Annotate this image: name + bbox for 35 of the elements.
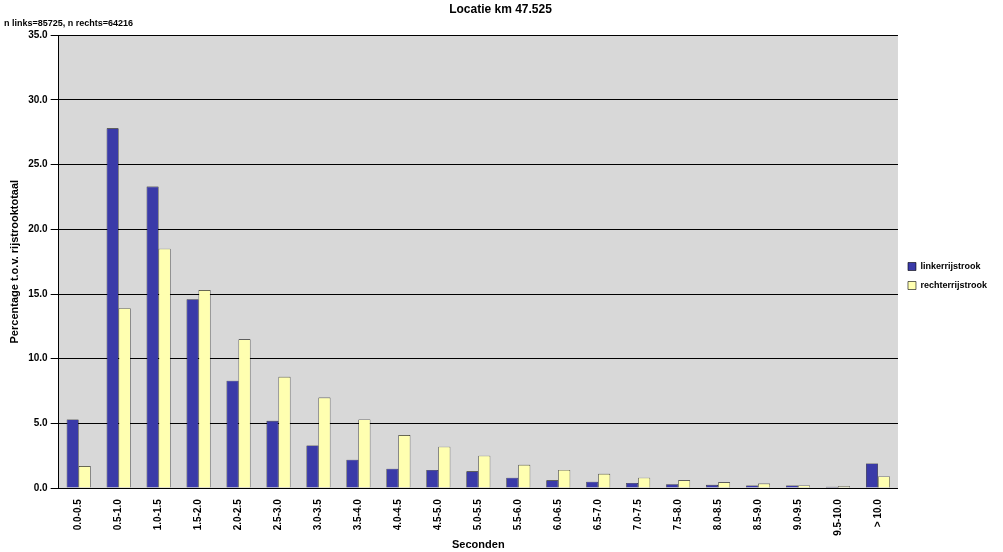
chart-title: Locatie km 47.525 xyxy=(449,1,553,16)
x-tick-label: 2.5-3.0 xyxy=(272,498,284,531)
x-tick-label: 4.0-4.5 xyxy=(392,498,404,531)
x-tick-label: 6.0-6.5 xyxy=(552,498,563,531)
x-tick-label: 7.5-8.0 xyxy=(671,498,683,531)
x-tick-label: 5.0-5.5 xyxy=(472,498,484,531)
x-tick-label: 8.5-9.0 xyxy=(751,498,763,531)
x-axis-title: Seconden xyxy=(452,538,505,551)
x-tick-label: 5.5-6.0 xyxy=(512,498,524,531)
x-tick-label: 1.0-1.5 xyxy=(152,498,164,531)
x-tick-label: 0.5-1.0 xyxy=(112,498,124,531)
x-tick-label: 4.5-5.0 xyxy=(432,498,444,531)
x-tick-label: 9.0-9.5 xyxy=(791,498,803,531)
x-tick-label: 3.0-3.5 xyxy=(312,498,324,531)
x-tick-label: 7.0-7.5 xyxy=(631,498,643,531)
y-tick-label: 35.0 xyxy=(28,28,49,40)
y-tick-label: 10.0 xyxy=(28,352,49,364)
y-tick-label: 30.0 xyxy=(28,93,49,105)
x-tick-label: 3.5-4.0 xyxy=(352,498,364,531)
x-tick-label: 8.0-8.5 xyxy=(711,498,723,531)
y-tick-label: 20.0 xyxy=(28,223,49,235)
y-tick-label: 5.0 xyxy=(33,417,49,429)
legend-label: linkerrijstrook xyxy=(920,260,982,271)
x-tick-label: 2.0-2.5 xyxy=(232,498,244,531)
x-tick-label: 6.5-7.0 xyxy=(591,498,603,531)
y-tick-label: 15.0 xyxy=(28,287,49,299)
chart-subtitle: n links=85725, n rechts=64216 xyxy=(4,18,134,29)
y-tick-label: 25.0 xyxy=(28,158,49,170)
x-tick-label: > 10.0 xyxy=(871,498,883,528)
y-axis-title: Percentage t.o.v. rijstrooktotaal xyxy=(7,179,20,344)
x-tick-label: 0.0-0.5 xyxy=(72,498,84,531)
x-tick-label: 1.5-2.0 xyxy=(192,498,204,531)
y-tick-label: 0.0 xyxy=(33,481,49,493)
x-tick-label: 9.5-10.0 xyxy=(831,498,843,536)
legend-label: rechterrijstrook xyxy=(920,279,988,290)
